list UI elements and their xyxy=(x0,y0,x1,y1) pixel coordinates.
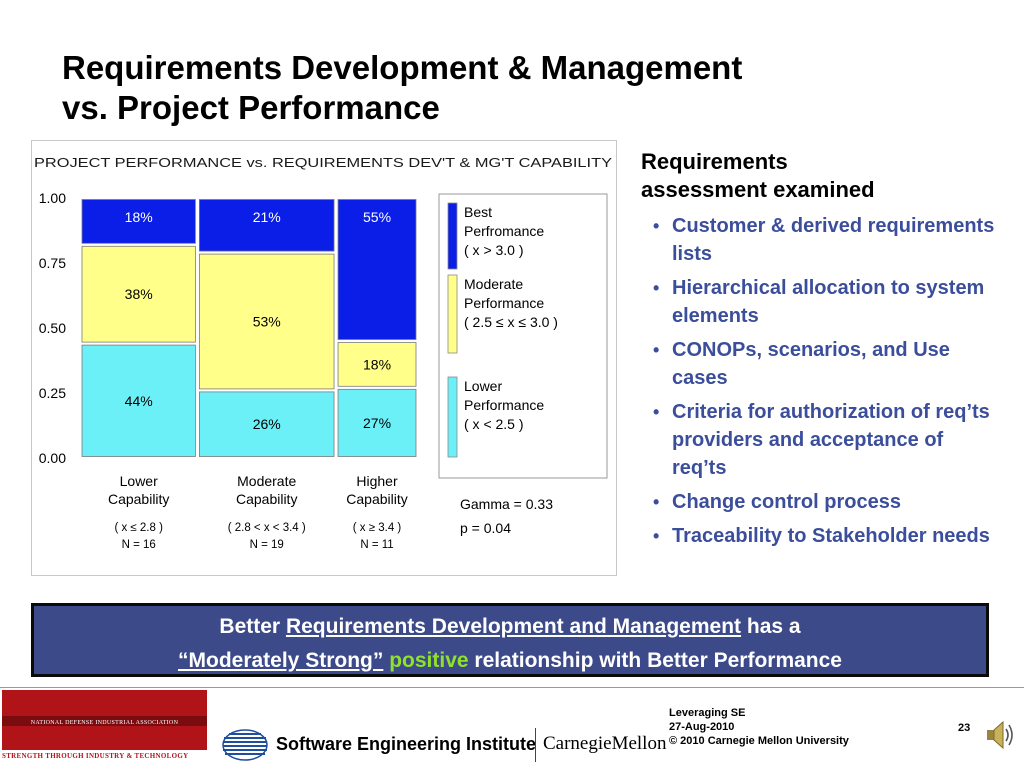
bar-segment-best xyxy=(198,199,335,252)
legend-label-moderate: ( 2.5 ≤ x ≤ 3.0 ) xyxy=(464,314,558,330)
requirements-heading-line2: assessment examined xyxy=(641,177,875,202)
bar-segment-moderate xyxy=(337,342,417,387)
legend-label-best: Best xyxy=(464,204,492,220)
callout-positive-text: positive xyxy=(389,649,469,672)
requirements-panel: Requirements assessment examined • Custom… xyxy=(641,148,1001,556)
slide-title-line2: vs. Project Performance xyxy=(62,89,440,126)
x-category-label: Capability xyxy=(236,491,297,507)
callout-line2: “Moderately Strong” positive relationshi… xyxy=(178,649,842,672)
list-item: • Hierarchical allocation to system eleme… xyxy=(641,274,1001,330)
ndia-letters-icon xyxy=(2,690,207,750)
list-item: • CONOPs, scenarios, and Use cases xyxy=(641,336,1001,392)
bar-segment-lower xyxy=(198,391,335,457)
bar-data-label: 27% xyxy=(363,415,391,431)
cmu-name: CarnegieMellon xyxy=(543,733,667,754)
y-tick-label: 0.00 xyxy=(39,450,66,466)
callout-strength-text: “Moderately Strong” xyxy=(178,649,384,672)
x-category-label: Capability xyxy=(108,491,169,507)
bar-segment-best xyxy=(81,199,196,244)
x-category-range: ( 2.8 < x < 3.4 ) xyxy=(228,522,306,534)
legend-swatch-best xyxy=(447,202,458,270)
gamma-stat: Gamma = 0.33 xyxy=(460,496,553,512)
list-item: • Change control process xyxy=(641,488,1001,516)
y-tick-label: 0.75 xyxy=(39,255,66,271)
x-category-range: ( x ≥ 3.4 ) xyxy=(353,522,402,534)
p-value-stat: p = 0.04 xyxy=(460,520,511,536)
bullet-dot-icon: • xyxy=(653,340,660,360)
x-category-n: N = 19 xyxy=(250,539,284,551)
bar-data-label: 18% xyxy=(363,356,391,372)
y-tick-label: 0.50 xyxy=(39,320,66,336)
ndia-tagline: STRENGTH THROUGH INDUSTRY & TECHNOLOGY xyxy=(2,752,189,760)
bar-segment-moderate xyxy=(198,253,335,390)
speaker-icon[interactable] xyxy=(985,718,1015,752)
requirements-list: • Customer & derived requirements lists •… xyxy=(641,212,1001,550)
bar-segment-lower xyxy=(81,344,196,457)
x-category-label: Moderate xyxy=(237,473,296,489)
legend-label-moderate: Performance xyxy=(464,295,544,311)
slide-title-line1: Requirements Development & Management xyxy=(62,49,743,86)
y-tick-label: 0.25 xyxy=(39,385,66,401)
bar-data-label: 44% xyxy=(125,393,153,409)
page-number: 23 xyxy=(958,722,971,734)
list-item: • Customer & derived requirements lists xyxy=(641,212,1001,268)
legend-label-lower: ( x < 2.5 ) xyxy=(464,416,524,432)
legend-label-best: Perfromance xyxy=(464,223,544,239)
slide-title: Requirements Development & Management vs… xyxy=(62,48,962,128)
bar-data-label: 55% xyxy=(363,209,391,225)
bar-segment-lower xyxy=(337,388,417,457)
requirements-heading: Requirements assessment examined xyxy=(641,148,1001,204)
legend-swatch-moderate xyxy=(447,274,458,354)
bullet-dot-icon: • xyxy=(653,402,660,422)
meta-copyright: © 2010 Carnegie Mellon University xyxy=(669,735,849,747)
ndia-association-text: NATIONAL DEFENSE INDUSTRIAL ASSOCIATION xyxy=(30,720,179,726)
bar-segment-best xyxy=(337,199,417,340)
bar-data-label: 21% xyxy=(253,209,281,225)
bar-data-label: 18% xyxy=(125,209,153,225)
x-category-label: Capability xyxy=(346,491,407,507)
x-category-range: ( x ≤ 2.8 ) xyxy=(114,522,163,534)
ndia-logo: NATIONAL DEFENSE INDUSTRIAL ASSOCIATION … xyxy=(2,690,207,768)
legend-label-lower: Performance xyxy=(464,397,544,413)
callout-rdm-text: Requirements Development and Management xyxy=(285,615,742,638)
meta-event: Leveraging SE xyxy=(669,707,746,719)
legend-swatch-lower xyxy=(447,376,458,458)
y-tick-label: 1.00 xyxy=(39,190,66,206)
sei-name: Software Engineering Institute xyxy=(276,734,537,754)
x-category-label: Lower xyxy=(120,473,158,489)
bullet-dot-icon: • xyxy=(653,492,660,512)
x-category-n: N = 11 xyxy=(360,539,393,551)
slide-meta: Leveraging SE 27-Aug-2010 © 2010 Carnegi… xyxy=(669,706,849,748)
mosaic-chart-panel: PROJECT PERFORMANCE vs. REQUIREMENTS DEV… xyxy=(31,140,617,576)
requirements-heading-line1: Requirements xyxy=(641,149,788,174)
bar-data-label: 38% xyxy=(125,286,153,302)
bullet-dot-icon: • xyxy=(653,278,660,298)
conclusion-callout: Better Requirements Development and Mana… xyxy=(31,603,989,677)
legend-label-lower: Lower xyxy=(464,378,502,394)
x-category-label: Higher xyxy=(356,473,398,489)
logo-separator xyxy=(535,728,536,762)
chart-title: PROJECT PERFORMANCE vs. REQUIREMENTS DEV… xyxy=(34,156,613,170)
list-item: • Traceability to Stakeholder needs xyxy=(641,522,1001,550)
x-category-n: N = 16 xyxy=(122,539,156,551)
ndia-logo-block: NATIONAL DEFENSE INDUSTRIAL ASSOCIATION xyxy=(2,690,207,750)
bar-data-label: 53% xyxy=(253,314,281,330)
legend-frame xyxy=(438,193,608,479)
sei-globe-icon xyxy=(222,729,268,761)
callout-line1: Better Requirements Development and Mana… xyxy=(219,615,801,638)
bullet-dot-icon: • xyxy=(653,526,660,546)
list-item: • Criteria for authorization of req’ts pr… xyxy=(641,398,1001,482)
legend-label-moderate: Moderate xyxy=(464,276,523,292)
meta-date: 27-Aug-2010 xyxy=(669,721,735,733)
bar-data-label: 26% xyxy=(253,416,281,432)
legend-label-best: ( x > 3.0 ) xyxy=(464,242,524,258)
footer-divider xyxy=(0,687,1024,688)
bullet-dot-icon: • xyxy=(653,216,660,236)
mosaic-chart: PROJECT PERFORMANCE vs. REQUIREMENTS DEV… xyxy=(34,156,613,551)
bar-segment-moderate xyxy=(81,245,196,343)
